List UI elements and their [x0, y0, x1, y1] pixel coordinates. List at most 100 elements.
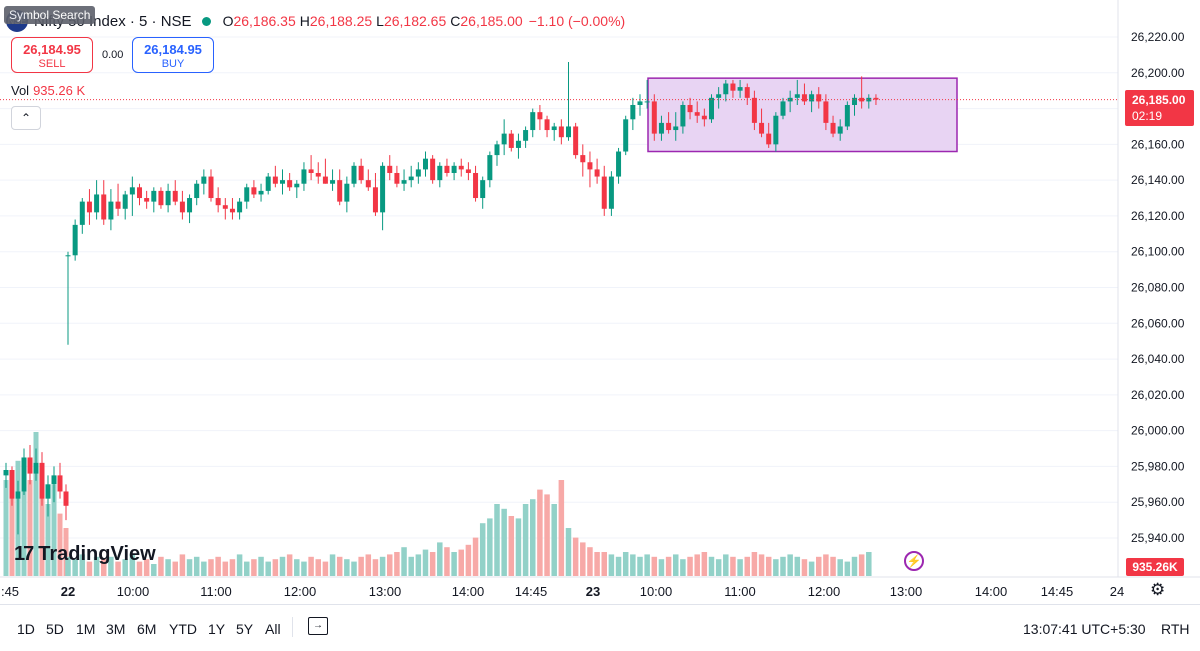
candle-body: [122, 194, 128, 209]
candle-body: [594, 169, 600, 177]
session-type-button[interactable]: RTH: [1161, 621, 1190, 637]
time-tick-label: 22: [61, 584, 75, 599]
candle-body: [229, 208, 235, 213]
candle: [179, 190, 185, 220]
volume-bar: [437, 542, 443, 576]
candle: [544, 115, 550, 138]
collapse-legend-button[interactable]: ⌃: [11, 106, 41, 130]
candle: [751, 90, 757, 131]
tradingview-logo[interactable]: 17 TradingView: [14, 543, 156, 566]
range-button-1y[interactable]: 1Y: [208, 621, 226, 637]
candle: [94, 180, 100, 220]
candle-body: [79, 201, 85, 225]
candle: [766, 122, 772, 148]
candle: [651, 94, 657, 141]
volume-bar: [358, 556, 364, 576]
candle: [709, 94, 714, 123]
range-button-ytd[interactable]: YTD: [169, 621, 197, 637]
range-button-1m[interactable]: 1M: [76, 621, 96, 637]
gear-icon[interactable]: ⚙: [1150, 580, 1166, 599]
volume-bar: [823, 554, 829, 576]
candle-body: [115, 201, 121, 209]
range-button-5y[interactable]: 5Y: [236, 621, 254, 637]
volume-bar: [580, 542, 586, 576]
range-button-3m[interactable]: 3M: [106, 621, 126, 637]
candle: [487, 151, 493, 188]
sell-price: 26,184.95: [23, 42, 81, 57]
volume-bar: [45, 504, 51, 576]
candle-body: [587, 162, 593, 170]
candle: [558, 119, 564, 145]
candle: [315, 162, 321, 184]
lightning-icon[interactable]: ⚡: [904, 551, 924, 571]
volume-bar: [744, 556, 750, 576]
candle: [687, 97, 693, 120]
range-button-all[interactable]: All: [265, 621, 281, 637]
price-tick-label: 26,040.00: [1131, 352, 1185, 366]
calendar-goto-icon[interactable]: →: [308, 617, 328, 635]
candle: [222, 198, 228, 220]
candle: [837, 119, 843, 141]
volume-bar: [279, 556, 286, 576]
candle: [351, 162, 357, 188]
volume-bar: [193, 556, 200, 576]
volume-bar: [630, 554, 636, 576]
symbol-search-tooltip[interactable]: Symbol Search: [4, 6, 96, 24]
candle: [344, 176, 350, 213]
candle-body: [72, 224, 78, 256]
candle-body: [537, 112, 543, 120]
candle-body: [501, 133, 507, 145]
buy-button[interactable]: 26,184.95 BUY: [132, 37, 214, 73]
candle: [594, 158, 600, 184]
collapse-chevron-icon: ⌃: [20, 111, 32, 125]
volume-legend: Vol 935.26 K: [11, 83, 85, 98]
time-tick-label: 14:00: [975, 584, 1008, 599]
low-value: 26,182.65: [383, 13, 447, 29]
price-chart[interactable]: 25,940.00 25,960.00 25,980.00 26,000.00 26,0…: [0, 0, 1200, 604]
range-button-6m[interactable]: 6M: [137, 621, 157, 637]
volume-bar: [51, 484, 57, 576]
candle-body: [844, 104, 850, 127]
candle-body: [179, 201, 185, 213]
volume-bar: [179, 554, 186, 576]
volume-bar: [737, 559, 743, 576]
sell-button[interactable]: 26,184.95 SELL: [11, 37, 93, 73]
candle: [86, 189, 92, 225]
volume-bar: [236, 554, 243, 576]
candle-body: [272, 176, 278, 184]
candle: [816, 87, 822, 109]
range-button-5d[interactable]: 5D: [46, 621, 64, 637]
candle: [79, 198, 85, 234]
candle-body: [165, 190, 171, 206]
candle: [523, 126, 529, 148]
candle: [129, 176, 135, 216]
candle-body: [773, 115, 779, 145]
candle: [658, 115, 664, 141]
candle-body: [372, 187, 378, 213]
candle: [480, 176, 486, 209]
time-scale: :45 22 10:00 11:00 12:00 13:00 14:00 14:45 23 10:…: [1, 584, 1124, 599]
candle: [623, 115, 629, 156]
volume-bar: [765, 556, 772, 576]
candle-body: [315, 172, 321, 177]
time-tick-label: 12:00: [284, 584, 317, 599]
price-tick-label: 26,200.00: [1131, 66, 1185, 80]
range-button-1d[interactable]: 1D: [17, 621, 35, 637]
candle: [45, 475, 51, 517]
candle: [280, 169, 285, 195]
volume-bar: [458, 549, 464, 576]
volume-bar: [229, 559, 236, 576]
time-tick-label: 14:00: [452, 584, 485, 599]
time-tick-label: :45: [1, 584, 19, 599]
candle-body: [137, 187, 142, 199]
session-clock[interactable]: 13:07:41 UTC+5:30: [1023, 621, 1146, 637]
candle-body: [809, 94, 815, 102]
candle-body: [608, 176, 614, 209]
volume-bar: [86, 561, 93, 576]
volume-bar: [522, 504, 529, 576]
candle-body: [744, 87, 750, 98]
candle: [830, 115, 836, 138]
volume-bar: [537, 489, 543, 576]
price-tick-label: 26,140.00: [1131, 173, 1185, 187]
volume-bar: [429, 552, 436, 576]
